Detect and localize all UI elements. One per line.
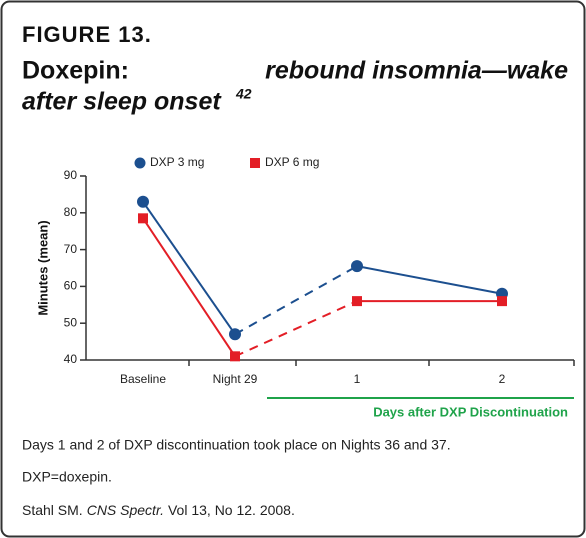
footnote: DXP=doxepin. [22,469,112,485]
y-tick-label: 80 [64,205,78,219]
title-italic: rebound insomnia—wake [265,57,568,85]
x-tick-label: Night 29 [213,372,258,386]
title-italic: after sleep onset [22,88,222,116]
legend-label: DXP 3 mg [150,155,204,169]
line-segment [356,265,503,295]
reference: Stahl SM. CNS Spectr. Vol 13, No 12. 2008. [22,502,295,518]
legend-marker [250,158,260,168]
x-tick-label: 1 [354,372,361,386]
y-tick-label: 70 [64,242,78,256]
ref-details: Vol 13, No 12. 2008. [168,502,295,518]
line-segment [142,217,236,357]
footnote: Days 1 and 2 of DXP discontinuation took… [22,437,451,453]
line-segment [234,265,358,336]
y-tick-label: 90 [64,168,78,182]
x-tick-label: 2 [499,372,506,386]
legend-marker [134,157,146,169]
y-tick-label: 50 [64,315,78,329]
y-axis-label: Minutes (mean) [35,220,50,315]
marker [137,195,149,208]
line-segment [142,201,236,335]
group-label: Days after DXP Discontinuation [373,404,568,419]
y-tick-label: 60 [64,279,78,293]
ref-journal: CNS Spectr. [87,502,164,518]
ref-author: Stahl SM. [22,502,83,518]
line-segment [234,300,358,358]
figure-label: FIGURE 13. [22,22,152,47]
legend-label: DXP 6 mg [265,155,319,169]
y-tick-label: 40 [64,352,78,366]
marker [138,213,148,224]
title-prefix: Doxepin: [22,57,129,85]
title-superscript: 42 [235,86,252,102]
marker [351,260,363,273]
x-tick-label: Baseline [120,372,166,386]
marker [230,351,240,362]
marker [229,328,241,341]
marker [352,296,362,307]
marker [497,296,507,307]
